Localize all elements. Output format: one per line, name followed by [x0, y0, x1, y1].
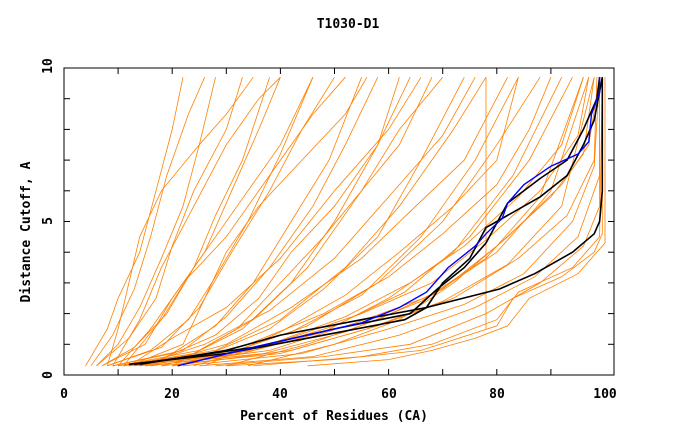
orange-series-line — [123, 76, 487, 367]
x-tick-label: 40 — [272, 387, 288, 402]
orange-series-line — [101, 77, 281, 367]
orange-series-line — [204, 77, 519, 367]
orange-series-line — [150, 77, 590, 367]
orange-series-line — [112, 77, 379, 367]
x-axis-label: Percent of Residues (CA) — [240, 409, 428, 424]
orange-series-line — [145, 77, 400, 367]
orange-series-line — [139, 77, 573, 367]
orange-series-line — [193, 77, 590, 367]
y-axis-label: Distance Cutoff, A — [19, 161, 34, 302]
orange-series-line — [128, 76, 368, 367]
orange-series-line — [226, 77, 595, 367]
orange-series-line — [106, 76, 254, 366]
orange-series-line — [128, 76, 422, 367]
orange-series-group — [85, 76, 606, 367]
x-tick-label: 20 — [164, 387, 180, 402]
orange-series-line — [123, 77, 314, 367]
orange-series-line — [161, 77, 552, 367]
orange-series-line — [128, 77, 519, 367]
orange-series-line — [96, 77, 216, 367]
orange-series-line — [307, 77, 606, 367]
orange-series-line — [172, 77, 433, 367]
x-tick-label: 60 — [381, 387, 397, 402]
y-tick-label: 5 — [41, 217, 56, 225]
orange-series-line — [226, 77, 603, 367]
black-series-line — [128, 77, 604, 366]
x-tick-label: 0 — [60, 387, 68, 402]
y-tick-label: 10 — [41, 58, 56, 74]
orange-series-line — [199, 77, 600, 367]
orange-series-line — [247, 77, 600, 367]
orange-series-line — [182, 77, 600, 367]
orange-series-line — [172, 77, 584, 367]
orange-series-line — [134, 77, 563, 367]
axis-ticks — [64, 68, 614, 375]
orange-series-line — [150, 77, 508, 367]
orange-series-line — [112, 76, 281, 367]
orange-series-line — [85, 77, 184, 367]
orange-series-line — [117, 76, 346, 367]
y-tick-label: 0 — [41, 371, 56, 379]
chart-title: T1030-D1 — [317, 17, 380, 32]
orange-series-line — [123, 77, 465, 367]
orange-series-line — [139, 77, 476, 367]
orange-series-line — [161, 77, 595, 367]
orange-series-line — [90, 77, 206, 367]
orange-series-line — [107, 77, 314, 367]
x-tick-label: 80 — [489, 387, 505, 402]
x-tick-label: 100 — [593, 387, 617, 402]
blue-series-line — [177, 77, 601, 367]
blue-series-group — [177, 77, 601, 367]
orange-series-line — [253, 77, 603, 367]
